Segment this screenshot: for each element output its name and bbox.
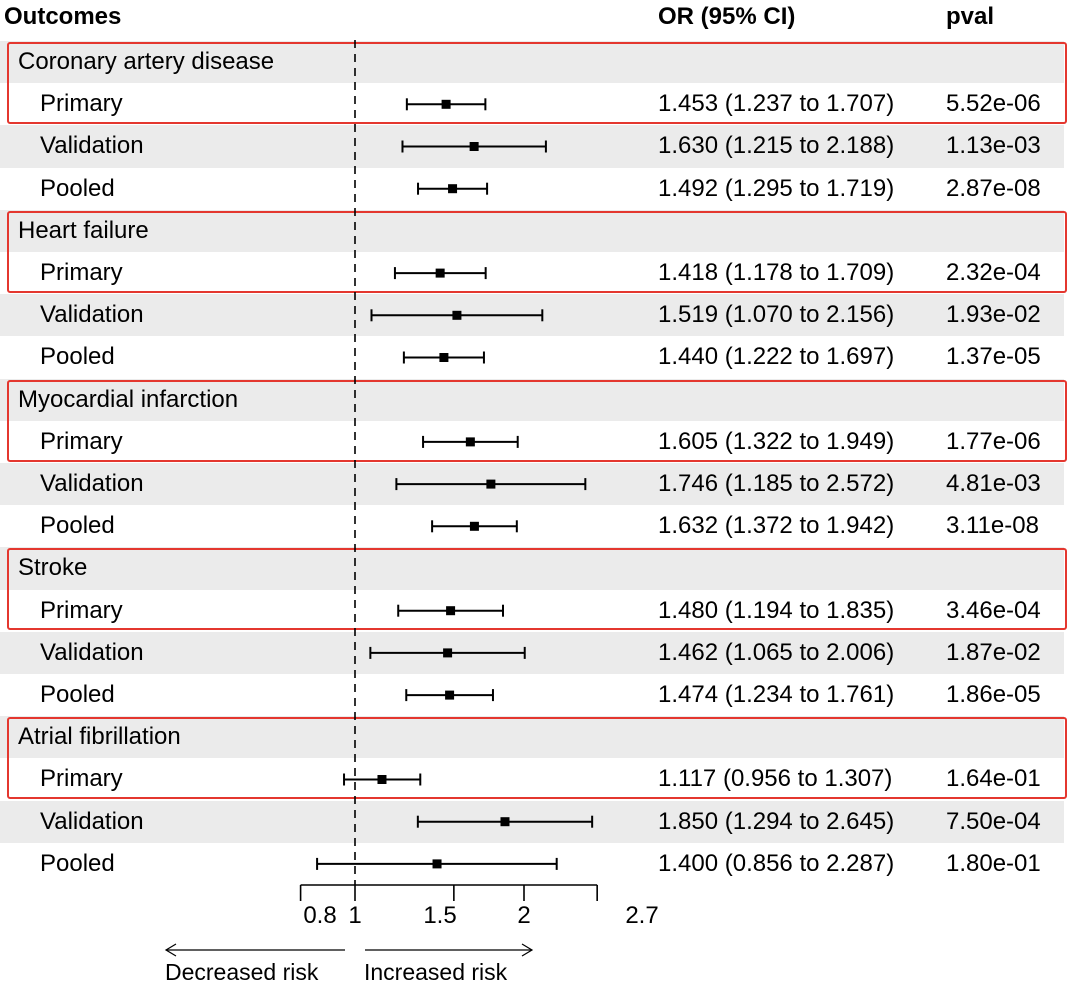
or-ci-value: 1.519 (1.070 to 2.156) [658, 301, 895, 329]
row-label: Validation [40, 132, 144, 160]
or-point [446, 606, 456, 616]
or-point [377, 775, 387, 784]
tick-label-1.5: 1.5 [423, 902, 457, 929]
row-band [0, 716, 1064, 759]
row-label: Primary [40, 427, 123, 455]
or-ci-value: 1.630 (1.215 to 2.188) [658, 132, 895, 160]
or-point [500, 817, 510, 827]
row-label: Validation [40, 638, 144, 666]
outcome-group-label: Coronary artery disease [18, 48, 275, 75]
tick-label-2: 2 [517, 902, 531, 929]
or-point [452, 310, 462, 320]
highlight-box [7, 548, 1067, 631]
highlight-box [7, 210, 1067, 293]
or-point [435, 268, 445, 278]
or-point [439, 353, 449, 362]
or-ci-value: 1.453 (1.237 to 1.707) [658, 90, 895, 118]
row-label: Pooled [40, 512, 115, 540]
highlight-box [7, 717, 1067, 800]
increased-risk-label: Increased risk [364, 959, 508, 985]
row-band [0, 378, 1064, 421]
pval-value: 3.11e-08 [946, 512, 1039, 540]
or-ci-value: 1.605 (1.322 to 1.949) [658, 427, 895, 455]
pval-value: 1.37e-05 [946, 343, 1041, 371]
pval-value: 1.13e-03 [946, 132, 1041, 160]
or-point [469, 521, 479, 531]
row-label: Pooled [40, 681, 115, 708]
row-band [0, 41, 1064, 84]
or-point [441, 99, 451, 109]
increased-arrowhead [521, 943, 534, 957]
row-label: Pooled [40, 174, 115, 202]
or-ci-value: 1.474 (1.234 to 1.761) [658, 681, 895, 708]
tick-label-0.8: 0.8 [303, 902, 337, 929]
row-label: Primary [40, 90, 123, 118]
pval-value: 1.93e-02 [946, 301, 1041, 329]
decreased-arrowhead [164, 943, 177, 957]
row-label: Primary [40, 765, 123, 793]
row-label: Validation [40, 807, 144, 835]
or-ci-value: 1.480 (1.194 to 1.835) [658, 596, 895, 624]
outcomes-header: Outcomes [4, 3, 122, 30]
or-ci-value: 1.117 (0.956 to 1.307) [658, 765, 893, 793]
tick-label-2.7: 2.7 [625, 902, 659, 929]
outcome-group-label: Stroke [18, 554, 88, 582]
tick-label-1: 1 [348, 902, 362, 929]
or-ci-value: 1.400 (0.856 to 2.287) [658, 849, 895, 877]
row-label: Pooled [40, 343, 115, 371]
highlight-box [7, 42, 1067, 124]
or-point [469, 142, 479, 151]
or-ci-value: 1.632 (1.372 to 1.942) [658, 512, 895, 540]
or-point [432, 859, 442, 869]
row-band [0, 209, 1064, 252]
or-point [486, 479, 496, 489]
or-point [448, 184, 458, 194]
row-label: Validation [40, 301, 144, 329]
pval-value: 3.46e-04 [946, 596, 1041, 624]
pval-value: 1.86e-05 [946, 681, 1041, 708]
pval-value: 1.80e-01 [946, 849, 1041, 877]
or-point [445, 690, 455, 700]
or-ci-value: 1.440 (1.222 to 1.697) [658, 343, 895, 371]
or-header: OR (95% CI) [658, 3, 796, 30]
or-ci-value: 1.462 (1.065 to 2.006) [658, 638, 895, 666]
or-ci-value: 1.746 (1.185 to 2.572) [658, 470, 895, 497]
outcome-group-label: Myocardial infarction [18, 385, 239, 413]
pval-value: 7.50e-04 [946, 807, 1041, 835]
pval-value: 1.64e-01 [946, 765, 1041, 793]
row-label: Pooled [40, 849, 115, 877]
or-ci-value: 1.850 (1.294 to 2.645) [658, 807, 895, 835]
pval-value: 2.32e-04 [946, 259, 1041, 286]
pval-value: 4.81e-03 [946, 470, 1041, 497]
pval-value: 2.87e-08 [946, 174, 1041, 202]
row-label: Primary [40, 259, 123, 286]
outcome-group-label: Atrial fibrillation [18, 723, 181, 751]
or-ci-value: 1.492 (1.295 to 1.719) [658, 174, 895, 202]
pval-value: 5.52e-06 [946, 90, 1041, 118]
highlight-box [7, 379, 1067, 462]
decreased-risk-label: Decreased risk [165, 959, 319, 985]
pval-value: 1.87e-02 [946, 638, 1041, 666]
or-ci-value: 1.418 (1.178 to 1.709) [658, 259, 895, 286]
row-band [0, 631, 1064, 674]
pval-header: pval [946, 3, 995, 30]
outcome-group-label: Heart failure [18, 216, 149, 244]
row-band [0, 547, 1064, 590]
row-label: Validation [40, 470, 144, 497]
or-point [443, 648, 453, 658]
row-label: Primary [40, 596, 123, 624]
pval-value: 1.77e-06 [946, 427, 1041, 455]
or-point [465, 437, 475, 447]
